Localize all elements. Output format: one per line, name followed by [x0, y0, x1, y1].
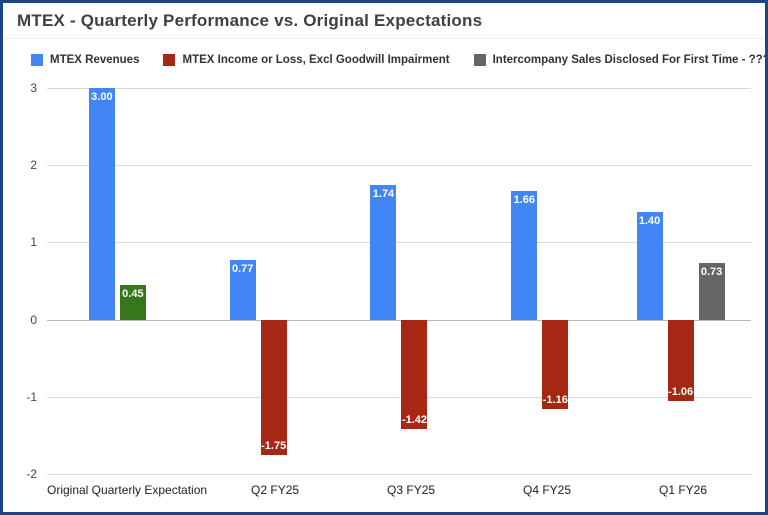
y-tick-label: -2: [26, 467, 37, 481]
bar-group: 1.66 -1.16: [469, 88, 610, 474]
zero-baseline: [47, 319, 751, 321]
bar-value-label: -1.75: [261, 439, 287, 452]
bar: 1.74: [370, 185, 397, 320]
bar: 0.45: [119, 284, 146, 320]
bar-value-label: 1.74: [372, 188, 395, 201]
bar-group: 0.77 -1.75: [188, 88, 329, 474]
bar: -1.06: [667, 319, 694, 402]
bar-group: 1.40 -1.06 0.73: [610, 88, 751, 474]
bar-value-label: 1.40: [638, 214, 661, 227]
legend-label: MTEX Income or Loss, Excl Goodwill Impai…: [182, 54, 450, 66]
bar: 1.40: [636, 211, 663, 320]
bar: -1.42: [401, 319, 428, 430]
chart-legend: MTEX Revenues MTEX Income or Loss, Excl G…: [31, 49, 765, 71]
plot-area: 3.00 0.45 0.77 -1.75 1.74 -1.42 1.66 -1.16 1.40 -…: [47, 88, 751, 475]
y-tick-label: 0: [30, 312, 37, 327]
y-tick-label: -1: [26, 389, 37, 404]
bar-value-label: 0.77: [231, 263, 254, 276]
chart-area: 3 2 1 0 -1 -2 3.00 0.45 0.77 -1.75 1.74 -1.42 1.66 -…: [3, 81, 765, 512]
chart-header: MTEX - Quarterly Performance vs. Origina…: [3, 3, 765, 39]
bar-value-label: 1.66: [513, 194, 535, 207]
bar: 0.77: [229, 260, 256, 320]
y-tick-label: 1: [30, 235, 37, 250]
legend-item: Intercompany Sales Disclosed For First T…: [473, 54, 768, 66]
legend-swatch-icon: [31, 54, 43, 66]
x-category-label: Q2 FY25: [251, 483, 300, 497]
chart-title: MTEX - Quarterly Performance vs. Origina…: [17, 10, 483, 30]
bar-group: 3.00 0.45: [47, 88, 188, 474]
legend-swatch-icon: [163, 54, 176, 66]
bar: 0.73: [698, 263, 725, 320]
legend-swatch-icon: [473, 54, 486, 66]
gridline: [47, 88, 751, 89]
legend-item: MTEX Revenues: [31, 54, 139, 66]
x-category-label: Q1 FY26: [658, 483, 708, 497]
bar-value-label: 3.00: [91, 91, 113, 103]
bar: -1.16: [542, 319, 569, 410]
gridline: [47, 242, 751, 244]
x-category-label: Original Quarterly Expectation: [47, 483, 208, 497]
legend-label: Intercompany Sales Disclosed For First T…: [492, 54, 768, 66]
gridline: [47, 165, 751, 167]
bar-value-label: 0.45: [122, 287, 144, 300]
y-tick-label: 3: [30, 81, 37, 95]
bar-value-label: -1.16: [542, 394, 568, 407]
x-axis: Original Quarterly Expectation Q2 FY25 Q3 …: [47, 483, 751, 497]
gridline: [47, 396, 751, 398]
bar: -1.75: [260, 319, 287, 455]
bar-value-label: -1.42: [401, 414, 428, 427]
legend-item: MTEX Income or Loss, Excl Goodwill Impai…: [163, 54, 450, 66]
bar: 3.00: [88, 88, 115, 320]
bar: 1.66: [511, 191, 538, 320]
bar-groups: 3.00 0.45 0.77 -1.75 1.74 -1.42 1.66 -1.16 1.40 -…: [47, 88, 751, 474]
bar-value-label: -1.06: [668, 386, 694, 399]
bar-value-label: 0.73: [700, 266, 723, 279]
gridline: [47, 474, 751, 475]
x-category-label: Q3 FY25: [387, 483, 436, 497]
bar-group: 1.74 -1.42: [329, 88, 470, 474]
x-category-label: Q4 FY25: [523, 483, 572, 497]
y-tick-label: 2: [30, 158, 37, 173]
legend-label: MTEX Revenues: [50, 54, 140, 66]
y-axis: 3 2 1 0 -1 -2: [3, 81, 43, 481]
